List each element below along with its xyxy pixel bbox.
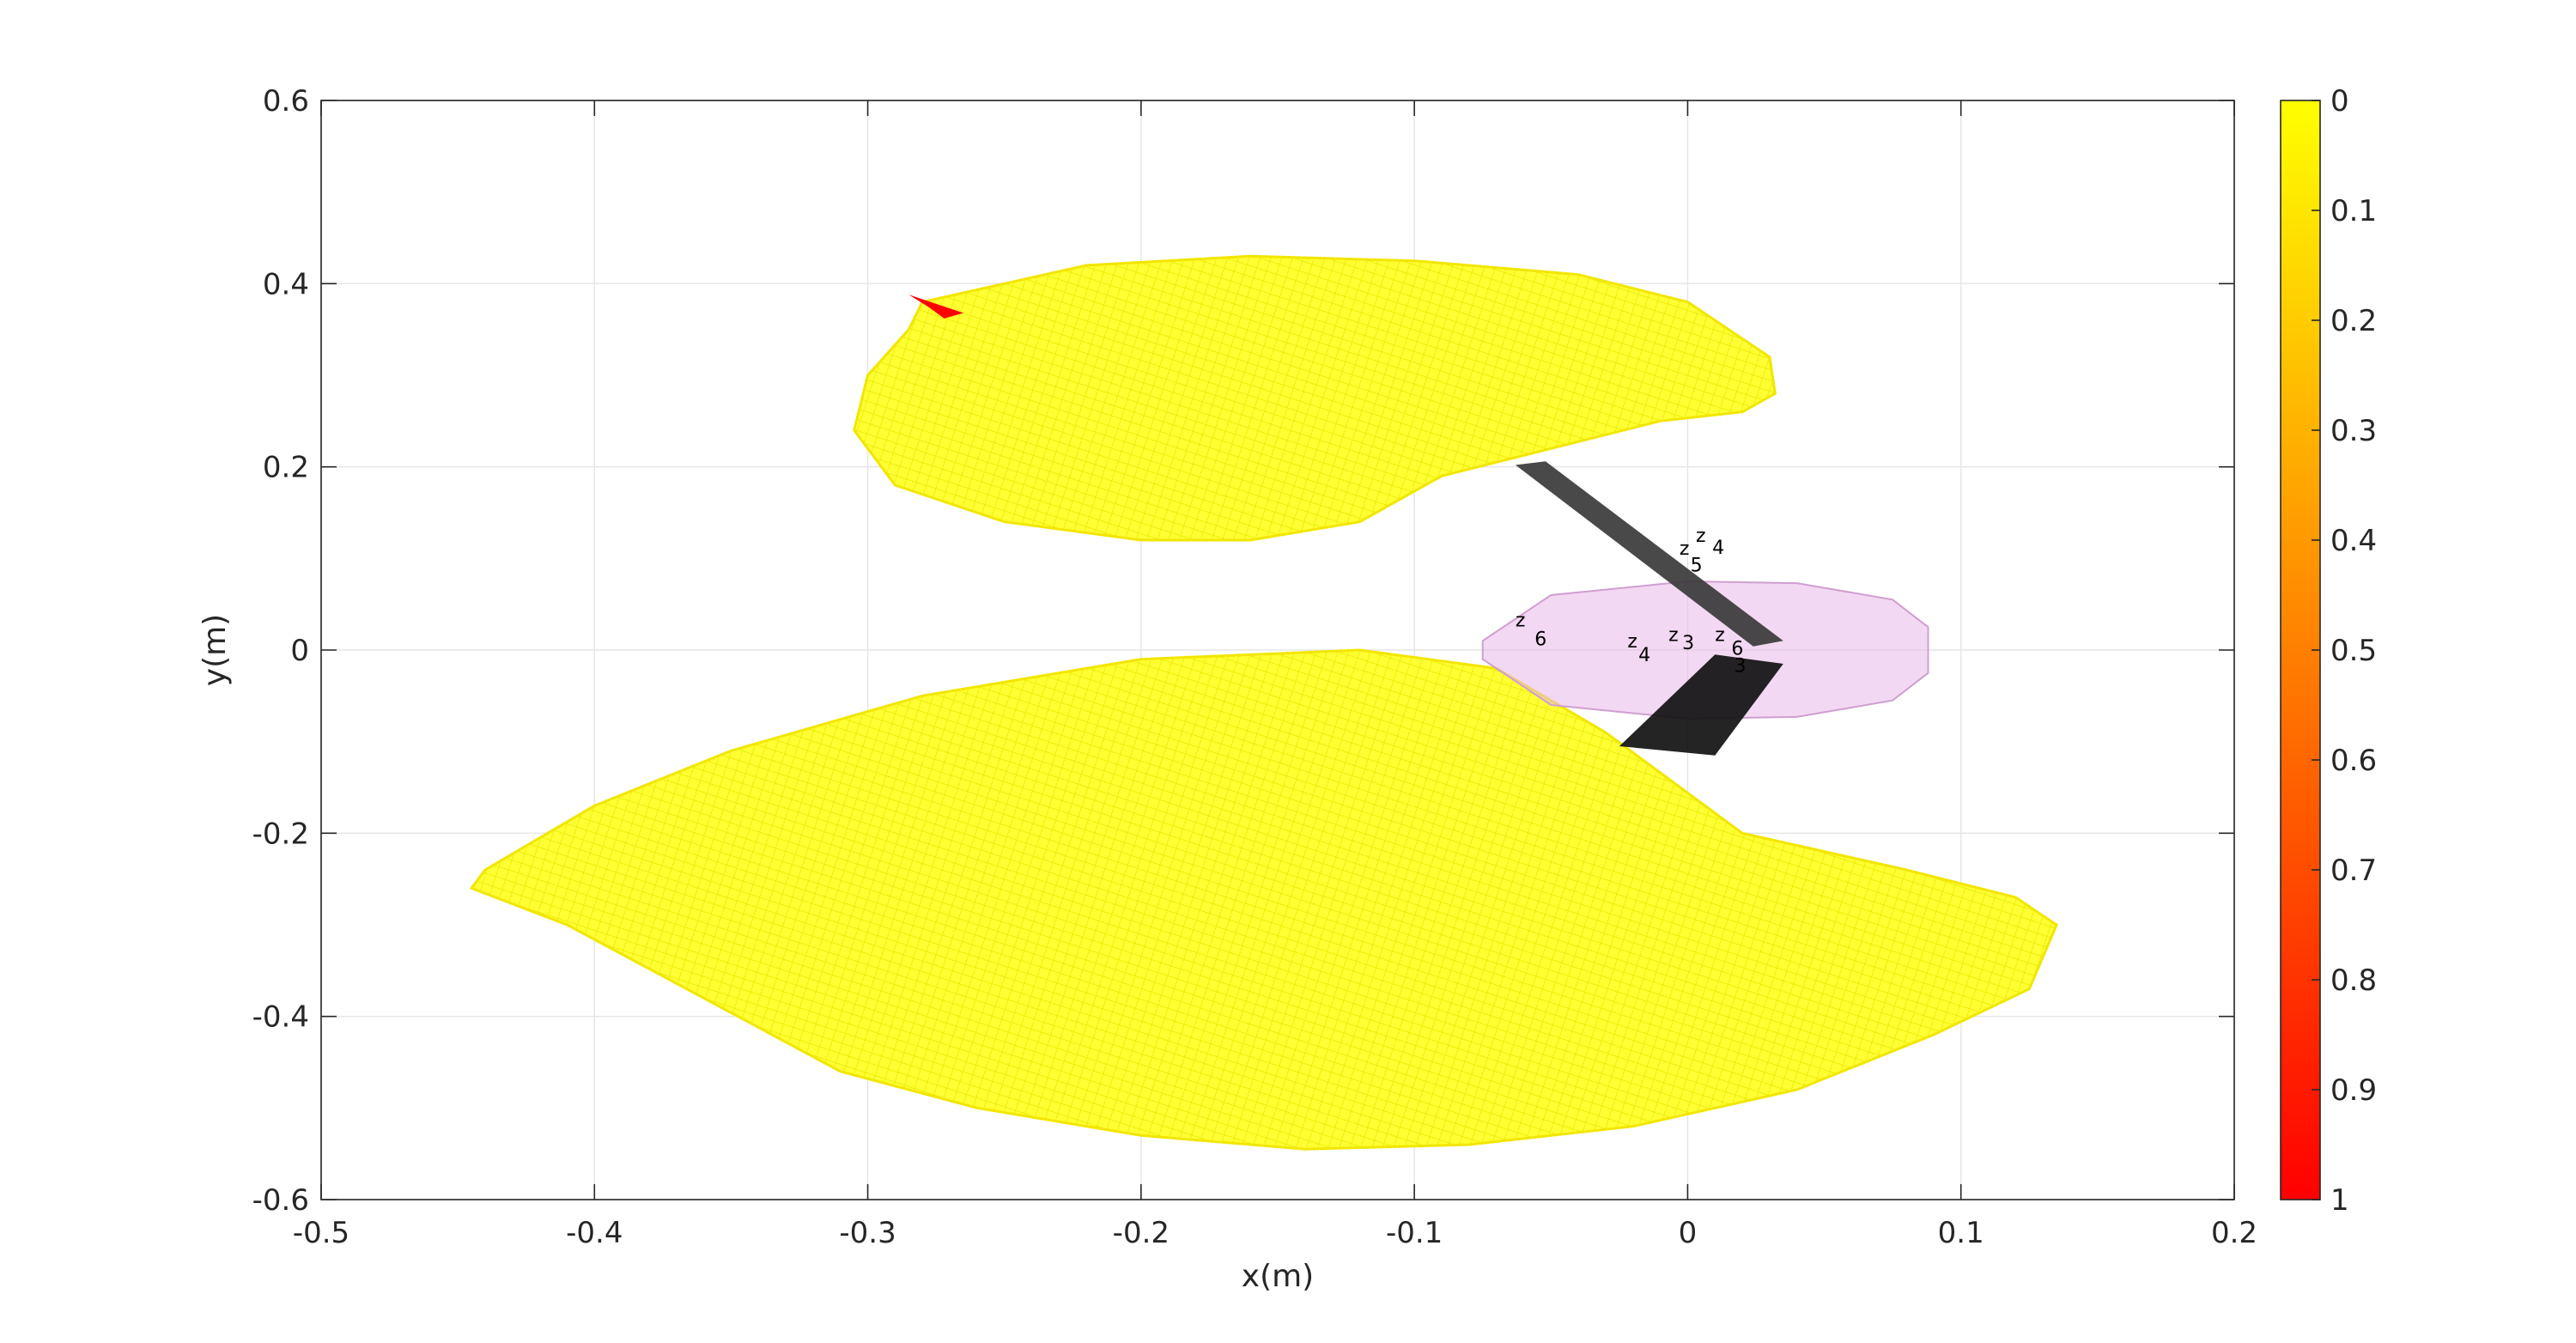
frame-axis-label: 4 <box>1712 538 1724 559</box>
lower-wing-arm <box>1619 654 1783 756</box>
y-tick-label: -0.6 <box>252 1183 309 1218</box>
frame-axis-label: z <box>1516 610 1526 631</box>
colorbar-tick-label: 0.6 <box>2330 744 2377 778</box>
y-tick-label: -0.4 <box>252 1000 309 1035</box>
colorbar-tick-label: 0.3 <box>2330 414 2377 448</box>
y-tick-label: -0.2 <box>252 817 309 851</box>
frame-axis-label: 3 <box>1735 656 1747 678</box>
upper-wing-surface <box>853 254 1777 542</box>
x-tick-label: 0.1 <box>1938 1216 1984 1250</box>
colorbar-tick-label: 0.9 <box>2330 1073 2377 1108</box>
x-tick-label: 0.2 <box>2211 1216 2257 1250</box>
colorbar-tick-label: 0.5 <box>2330 634 2377 668</box>
x-tick-label: -0.4 <box>566 1216 623 1250</box>
marker-arrow <box>908 295 963 319</box>
frame-axis-label: 5 <box>1691 555 1703 576</box>
y-tick-label: 0.6 <box>263 84 309 118</box>
frame-axis-label: 4 <box>1638 645 1650 666</box>
colorbar-tick-label: 1 <box>2330 1183 2349 1218</box>
lower-wing-surface <box>469 648 2058 1151</box>
y-tick-label: 0 <box>290 634 309 668</box>
y-axis-label: y(m) <box>197 614 233 686</box>
frame-axis-label: 6 <box>1731 638 1743 659</box>
upper-wing-arm <box>1515 461 1783 647</box>
colorbar-tick-label: 0.8 <box>2330 963 2377 998</box>
y-tick-label: 0.2 <box>263 451 309 485</box>
x-tick-label: 0 <box>1679 1216 1698 1250</box>
x-tick-label: -0.1 <box>1386 1216 1443 1250</box>
colorbar-tick-label: 0.2 <box>2330 304 2377 338</box>
plot-surfaces <box>469 254 2058 1151</box>
frame-axis-label: z <box>1715 624 1725 646</box>
axis-ticks: -0.5 -0.4 -0.3 -0.2 -0.1 0 0.1 0.2 0.6 0.4 0.2 0 -0.… <box>252 84 2257 1250</box>
colorbar-tick-label: 0 <box>2330 84 2349 118</box>
colorbar-tick-label: 0.1 <box>2330 194 2377 228</box>
frame-axis-label: 3 <box>1682 633 1694 654</box>
x-tick-label: -0.2 <box>1113 1216 1170 1250</box>
colorbar-ticks: 0 0.1 0.2 0.3 0.4 0.5 0.6 0.7 0.8 0.9 1 <box>2312 84 2377 1218</box>
x-tick-label: -0.5 <box>293 1216 349 1250</box>
frame-axis-label: z <box>1668 624 1679 646</box>
x-tick-label: -0.3 <box>839 1216 896 1250</box>
frame-axis-label: z <box>1680 538 1690 560</box>
y-tick-label: 0.4 <box>263 267 309 301</box>
frame-axis-label: 6 <box>1534 629 1546 651</box>
x-axis-label: x(m) <box>1242 1259 1314 1294</box>
colorbar-tick-label: 0.4 <box>2330 524 2377 558</box>
frame-axis-label: z <box>1696 526 1706 547</box>
frame-axis-label: z <box>1627 631 1637 653</box>
colorbar-tick-label: 0.7 <box>2330 854 2377 888</box>
